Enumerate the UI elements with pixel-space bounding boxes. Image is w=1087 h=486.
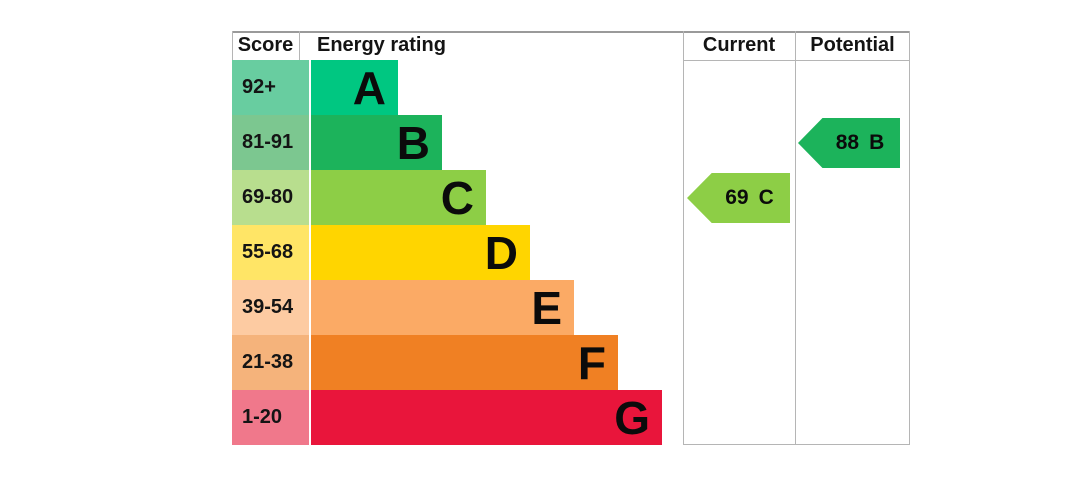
score-range-e: 39-54 <box>232 280 309 335</box>
band-letter-c: C <box>440 171 474 224</box>
score-range-f: 21-38 <box>232 335 309 390</box>
band-row-c: 69-80 C <box>0 170 1087 225</box>
header-left-border <box>232 31 233 60</box>
energy-rating-column-header: Energy rating <box>317 34 446 56</box>
energy-band-bar-b: B <box>311 115 442 170</box>
band-row-e: 39-54 E <box>0 280 1087 335</box>
score-range-b: 81-91 <box>232 115 309 170</box>
table-right-border <box>909 31 910 445</box>
band-letter-f: F <box>577 336 606 389</box>
potential-score-value: 88 <box>835 131 860 154</box>
energy-band-bar-a: A <box>311 60 398 115</box>
potential-column-header: Potential <box>810 34 895 56</box>
current-score-value: 69 <box>725 186 749 209</box>
energy-band-bar-c: C <box>311 170 486 225</box>
table-top-border <box>232 31 910 33</box>
current-column-header: Current <box>702 34 776 56</box>
energy-band-bar-f: F <box>311 335 618 390</box>
score-range-c: 69-80 <box>232 170 309 225</box>
band-row-g: 1-20 G <box>0 390 1087 445</box>
score-range-d: 55-68 <box>232 225 309 280</box>
band-row-a: 92+ A <box>0 60 1087 115</box>
score-range-a: 92+ <box>232 60 309 115</box>
potential-band-letter: B <box>869 131 885 154</box>
band-row-b: 81-91 B <box>0 115 1087 170</box>
band-letter-g: G <box>614 391 650 444</box>
header-bottom-border-right <box>683 60 910 61</box>
energy-band-bar-d: D <box>311 225 530 280</box>
current-band-letter: C <box>758 186 774 209</box>
band-letter-b: B <box>396 116 430 169</box>
energy-band-bar-e: E <box>311 280 574 335</box>
score-column-header: Score <box>237 34 294 56</box>
energy-current-divider <box>683 31 684 445</box>
score-range-g: 1-20 <box>232 390 309 445</box>
current-potential-divider <box>795 31 796 445</box>
band-row-d: 55-68 D <box>0 225 1087 280</box>
score-energy-divider <box>299 31 300 60</box>
band-letter-e: E <box>531 281 562 334</box>
band-row-f: 21-38 F <box>0 335 1087 390</box>
table-bottom-border-right <box>683 444 910 445</box>
energy-band-bar-g: G <box>311 390 662 445</box>
band-letter-d: D <box>484 226 518 279</box>
band-letter-a: A <box>352 61 386 114</box>
current-rating-arrow: 69 C <box>687 173 790 223</box>
potential-rating-arrow: 88 B <box>798 118 900 168</box>
